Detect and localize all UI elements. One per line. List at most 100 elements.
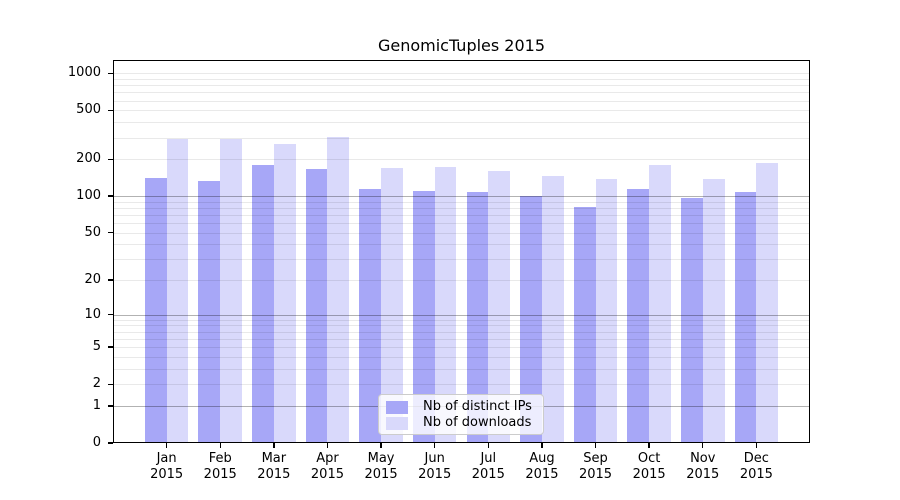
x-tick-label-oct: Oct 2015 bbox=[632, 451, 666, 482]
y-tick-100 bbox=[108, 195, 113, 197]
bar-distinct-ips-may bbox=[359, 188, 382, 443]
bar-distinct-ips-jan bbox=[144, 178, 167, 443]
y-tick-200 bbox=[108, 158, 113, 160]
bar-distinct-ips-jun bbox=[412, 191, 435, 443]
y-tick-0 bbox=[108, 442, 113, 444]
bar-distinct-ips-jul bbox=[466, 191, 489, 443]
y-tick-label-1000: 1000 bbox=[67, 65, 101, 81]
legend-row-downloads: Nb of downloads bbox=[386, 415, 535, 431]
bar-distinct-ips-oct bbox=[627, 188, 650, 443]
gridline-80 bbox=[113, 207, 810, 209]
gridline-50 bbox=[113, 232, 810, 234]
legend-row-distinct-ips: Nb of distinct IPs bbox=[386, 399, 535, 415]
x-tick-aug bbox=[541, 443, 543, 448]
x-tick-feb bbox=[219, 443, 221, 448]
gridline-7 bbox=[113, 331, 810, 333]
x-tick-label-apr: Apr 2015 bbox=[310, 451, 344, 482]
bar-downloads-jun bbox=[434, 167, 457, 443]
y-tick-1000 bbox=[108, 72, 113, 75]
y-tick-label-5: 5 bbox=[92, 339, 101, 355]
x-tick-jun bbox=[433, 443, 436, 448]
gridline-3 bbox=[113, 368, 810, 370]
gridline-800 bbox=[113, 85, 810, 87]
bar-downloads-nov bbox=[702, 178, 725, 443]
legend-swatch-distinct-ips bbox=[386, 400, 408, 414]
x-tick-jul bbox=[487, 443, 489, 448]
bar-distinct-ips-aug bbox=[520, 196, 542, 443]
y-tick-label-20: 20 bbox=[84, 272, 101, 288]
legend-label-downloads: Nb of downloads bbox=[423, 415, 532, 430]
x-tick-label-jul: Jul 2015 bbox=[471, 451, 505, 482]
x-tick-may bbox=[380, 443, 382, 448]
x-tick-label-jan: Jan 2015 bbox=[150, 451, 184, 482]
bar-downloads-apr bbox=[327, 137, 350, 443]
legend-swatch-downloads bbox=[386, 416, 408, 430]
legend-label-distinct-ips: Nb of distinct IPs bbox=[423, 399, 532, 414]
y-tick-1 bbox=[108, 405, 113, 407]
bar-downloads-oct bbox=[649, 165, 671, 443]
y-tick-50 bbox=[108, 231, 113, 234]
bar-downloads-feb bbox=[220, 138, 243, 443]
x-tick-label-aug: Aug 2015 bbox=[525, 451, 559, 482]
x-tick-label-sep: Sep 2015 bbox=[578, 451, 613, 482]
bar-distinct-ips-feb bbox=[198, 180, 221, 443]
x-tick-jan bbox=[165, 443, 168, 448]
gridline-900 bbox=[113, 78, 810, 80]
bar-downloads-may bbox=[381, 167, 403, 443]
bar-distinct-ips-sep bbox=[573, 206, 596, 443]
gridline-2 bbox=[113, 384, 810, 386]
bar-distinct-ips-mar bbox=[252, 164, 274, 443]
x-tick-sep bbox=[594, 443, 597, 448]
bar-downloads-dec bbox=[756, 162, 779, 443]
legend: Nb of distinct IPs Nb of downloads bbox=[378, 394, 544, 435]
bar-downloads-mar bbox=[273, 144, 296, 443]
gridline-60 bbox=[113, 223, 810, 225]
bar-distinct-ips-nov bbox=[680, 198, 703, 443]
y-tick-label-0: 0 bbox=[92, 435, 101, 450]
gridline-700 bbox=[113, 92, 810, 94]
gridline-300 bbox=[113, 137, 810, 139]
y-tick-5 bbox=[108, 346, 113, 348]
gridline-6 bbox=[113, 338, 810, 340]
x-tick-label-nov: Nov 2015 bbox=[686, 451, 720, 482]
gridline-400 bbox=[113, 122, 810, 124]
y-tick-label-500: 500 bbox=[76, 102, 101, 118]
x-tick-label-jun: Jun 2015 bbox=[418, 451, 452, 482]
gridline-10 bbox=[113, 314, 810, 316]
bar-distinct-ips-dec bbox=[734, 191, 757, 443]
gridline-5 bbox=[113, 347, 810, 349]
x-tick-label-may: May 2015 bbox=[364, 451, 398, 482]
y-tick-10 bbox=[108, 314, 113, 316]
y-tick-500 bbox=[108, 109, 113, 112]
gridline-100 bbox=[113, 196, 810, 198]
y-tick-label-100: 100 bbox=[76, 188, 101, 204]
x-tick-label-feb: Feb 2015 bbox=[203, 451, 237, 482]
y-tick-label-50: 50 bbox=[84, 224, 101, 240]
y-tick-20 bbox=[108, 279, 113, 281]
chart-title: GenomicTuples 2015 bbox=[377, 36, 546, 55]
bar-downloads-jan bbox=[166, 138, 189, 443]
gridline-70 bbox=[113, 214, 810, 216]
gridline-20 bbox=[113, 280, 810, 282]
bar-downloads-sep bbox=[595, 178, 618, 443]
x-tick-oct bbox=[648, 443, 650, 448]
x-tick-apr bbox=[326, 443, 329, 448]
gridline-90 bbox=[113, 201, 810, 203]
bar-downloads-aug bbox=[541, 176, 564, 443]
bar-downloads-jul bbox=[488, 171, 511, 443]
x-tick-label-mar: Mar 2015 bbox=[257, 451, 291, 482]
gridline-200 bbox=[113, 159, 810, 161]
y-tick-label-10: 10 bbox=[84, 306, 101, 322]
x-tick-mar bbox=[273, 443, 275, 448]
gridline-30 bbox=[113, 259, 810, 261]
gridline-40 bbox=[113, 244, 810, 246]
bar-distinct-ips-apr bbox=[305, 169, 328, 443]
y-tick-label-2: 2 bbox=[92, 376, 101, 392]
x-tick-nov bbox=[702, 443, 704, 448]
y-tick-label-1: 1 bbox=[92, 397, 101, 413]
gridline-1000 bbox=[113, 73, 810, 75]
gridline-8 bbox=[113, 325, 810, 327]
gridline-500 bbox=[113, 110, 810, 112]
gridline-4 bbox=[113, 356, 810, 358]
y-tick-2 bbox=[108, 383, 113, 385]
